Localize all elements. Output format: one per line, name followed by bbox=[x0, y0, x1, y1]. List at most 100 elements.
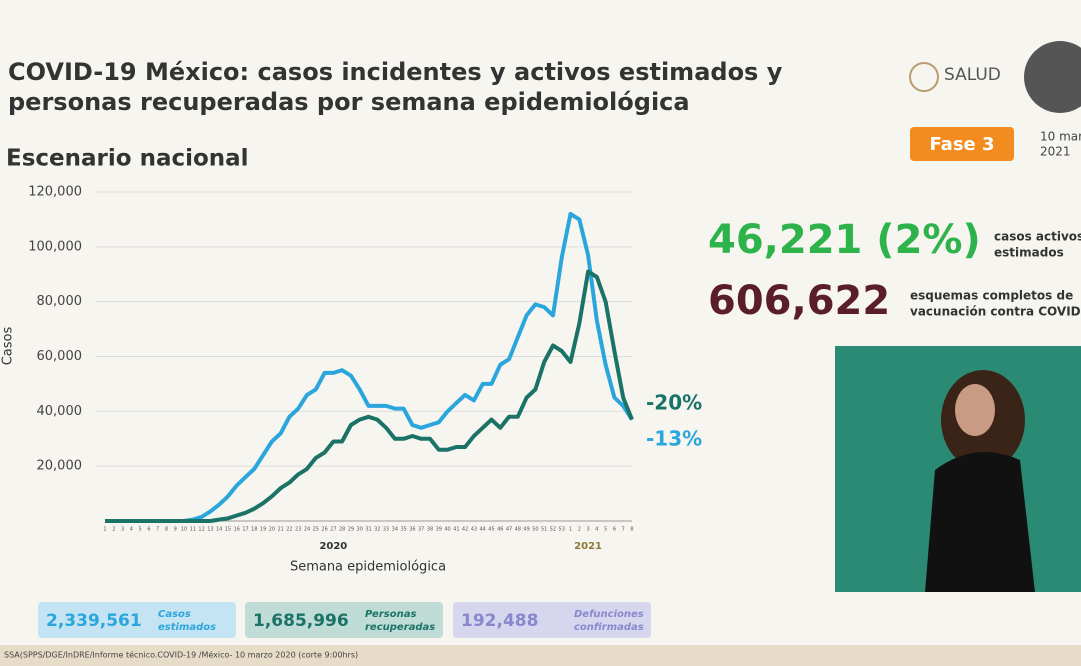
x-tick-label: 13 bbox=[207, 527, 213, 533]
x-tick-label: 25 bbox=[313, 527, 319, 533]
total-value: 2,339,561 bbox=[46, 611, 142, 631]
total-label: recuperadas bbox=[365, 622, 435, 633]
x-tick-label: 2 bbox=[112, 527, 115, 533]
x-tick-label: 34 bbox=[392, 527, 398, 533]
date: 10 mar bbox=[1040, 130, 1081, 144]
vaccination-label: vacunación contra COVID bbox=[910, 305, 1081, 319]
x-tick-label: 43 bbox=[471, 527, 477, 533]
x-tick-label: 40 bbox=[444, 527, 450, 533]
x-tick-label: 1 bbox=[569, 527, 572, 533]
y-axis-label: Casos bbox=[1, 327, 16, 366]
x-group-label: 2021 bbox=[574, 541, 602, 552]
active-label: estimados bbox=[994, 246, 1064, 260]
footer: SSA(SPPS/DGE/InDRE/Informe técnico.COVID… bbox=[4, 650, 358, 660]
x-tick-label: 42 bbox=[462, 527, 468, 533]
x-tick-label: 31 bbox=[365, 527, 371, 533]
total-box bbox=[38, 602, 236, 638]
total-box bbox=[245, 602, 443, 638]
annotation: -13% bbox=[646, 427, 702, 451]
y-tick-label: 60,000 bbox=[37, 349, 83, 364]
total-label: Personas bbox=[365, 609, 416, 620]
x-tick-label: 3 bbox=[121, 527, 124, 533]
logo-text: SALUD bbox=[944, 65, 1001, 85]
x-tick-label: 12 bbox=[198, 527, 204, 533]
x-tick-label: 32 bbox=[374, 527, 380, 533]
x-tick-label: 50 bbox=[532, 527, 538, 533]
x-tick-label: 2 bbox=[578, 527, 581, 533]
x-tick-label: 53 bbox=[559, 527, 565, 533]
video-body bbox=[925, 452, 1035, 592]
active-cases: 46,221 (2%) bbox=[708, 217, 981, 263]
vaccination-label: esquemas completos de bbox=[910, 289, 1073, 303]
x-tick-label: 7 bbox=[156, 527, 159, 533]
series-line bbox=[105, 269, 634, 523]
x-tick-label: 48 bbox=[515, 527, 521, 533]
x-axis-label: Semana epidemiológica bbox=[290, 560, 446, 575]
x-tick-label: 26 bbox=[321, 527, 327, 533]
subtitle: Escenario nacional bbox=[6, 146, 249, 172]
x-tick-label: 3 bbox=[586, 527, 589, 533]
x-tick-label: 5 bbox=[604, 527, 607, 533]
x-tick-label: 10 bbox=[181, 527, 187, 533]
x-tick-label: 46 bbox=[497, 527, 503, 533]
x-tick-label: 36 bbox=[409, 527, 415, 533]
date: 2021 bbox=[1040, 145, 1071, 159]
total-label: Defunciones bbox=[574, 609, 644, 620]
total-label: estimados bbox=[158, 622, 216, 633]
x-tick-label: 6 bbox=[613, 527, 616, 533]
total-label: Casos bbox=[158, 609, 191, 620]
x-tick-label: 17 bbox=[242, 527, 248, 533]
x-tick-label: 44 bbox=[479, 527, 485, 533]
x-tick-label: 15 bbox=[225, 527, 231, 533]
video-face bbox=[955, 384, 995, 436]
footer-bar bbox=[0, 645, 1081, 666]
x-tick-label: 1 bbox=[103, 527, 106, 533]
x-tick-label: 6 bbox=[147, 527, 150, 533]
annotation: -20% bbox=[646, 391, 702, 415]
x-tick-label: 21 bbox=[277, 527, 283, 533]
logo-seal bbox=[909, 62, 939, 92]
x-tick-label: 23 bbox=[295, 527, 301, 533]
x-tick-label: 47 bbox=[506, 527, 512, 533]
x-tick-label: 4 bbox=[595, 527, 598, 533]
x-tick-label: 27 bbox=[330, 527, 336, 533]
x-tick-label: 37 bbox=[418, 527, 424, 533]
x-group-label: 2020 bbox=[319, 541, 347, 552]
total-box bbox=[453, 602, 651, 638]
x-tick-label: 5 bbox=[139, 527, 142, 533]
x-tick-label: 11 bbox=[190, 527, 196, 533]
y-tick-label: 100,000 bbox=[28, 239, 82, 254]
x-tick-label: 51 bbox=[541, 527, 547, 533]
x-tick-label: 45 bbox=[488, 527, 494, 533]
x-tick-label: 7 bbox=[622, 527, 625, 533]
x-tick-label: 14 bbox=[216, 527, 222, 533]
active-label: casos activos bbox=[994, 230, 1081, 244]
x-tick-label: 35 bbox=[400, 527, 406, 533]
x-tick-label: 8 bbox=[165, 527, 168, 533]
total-label: confirmadas bbox=[574, 622, 644, 633]
total-value: 192,488 bbox=[461, 611, 538, 631]
x-tick-label: 19 bbox=[260, 527, 266, 533]
x-tick-label: 8 bbox=[630, 527, 633, 533]
y-tick-label: 120,000 bbox=[28, 185, 82, 200]
x-tick-label: 9 bbox=[174, 527, 177, 533]
x-tick-label: 22 bbox=[286, 527, 292, 533]
x-tick-label: 24 bbox=[304, 527, 310, 533]
x-tick-label: 29 bbox=[348, 527, 354, 533]
y-tick-label: 80,000 bbox=[37, 294, 83, 309]
y-tick-label: 40,000 bbox=[37, 404, 83, 419]
y-tick-label: 20,000 bbox=[37, 459, 83, 474]
phase-badge bbox=[910, 127, 1014, 161]
x-tick-label: 28 bbox=[339, 527, 345, 533]
title-line: COVID-19 México: casos incidentes y acti… bbox=[8, 58, 783, 86]
logo-2021 bbox=[1024, 41, 1081, 113]
vaccination: 606,622 bbox=[708, 278, 890, 324]
x-tick-label: 39 bbox=[436, 527, 442, 533]
x-tick-label: 20 bbox=[269, 527, 275, 533]
x-tick-label: 52 bbox=[550, 527, 556, 533]
x-tick-label: 33 bbox=[383, 527, 389, 533]
x-tick-label: 30 bbox=[357, 527, 363, 533]
phase-text: Fase 3 bbox=[929, 134, 994, 155]
